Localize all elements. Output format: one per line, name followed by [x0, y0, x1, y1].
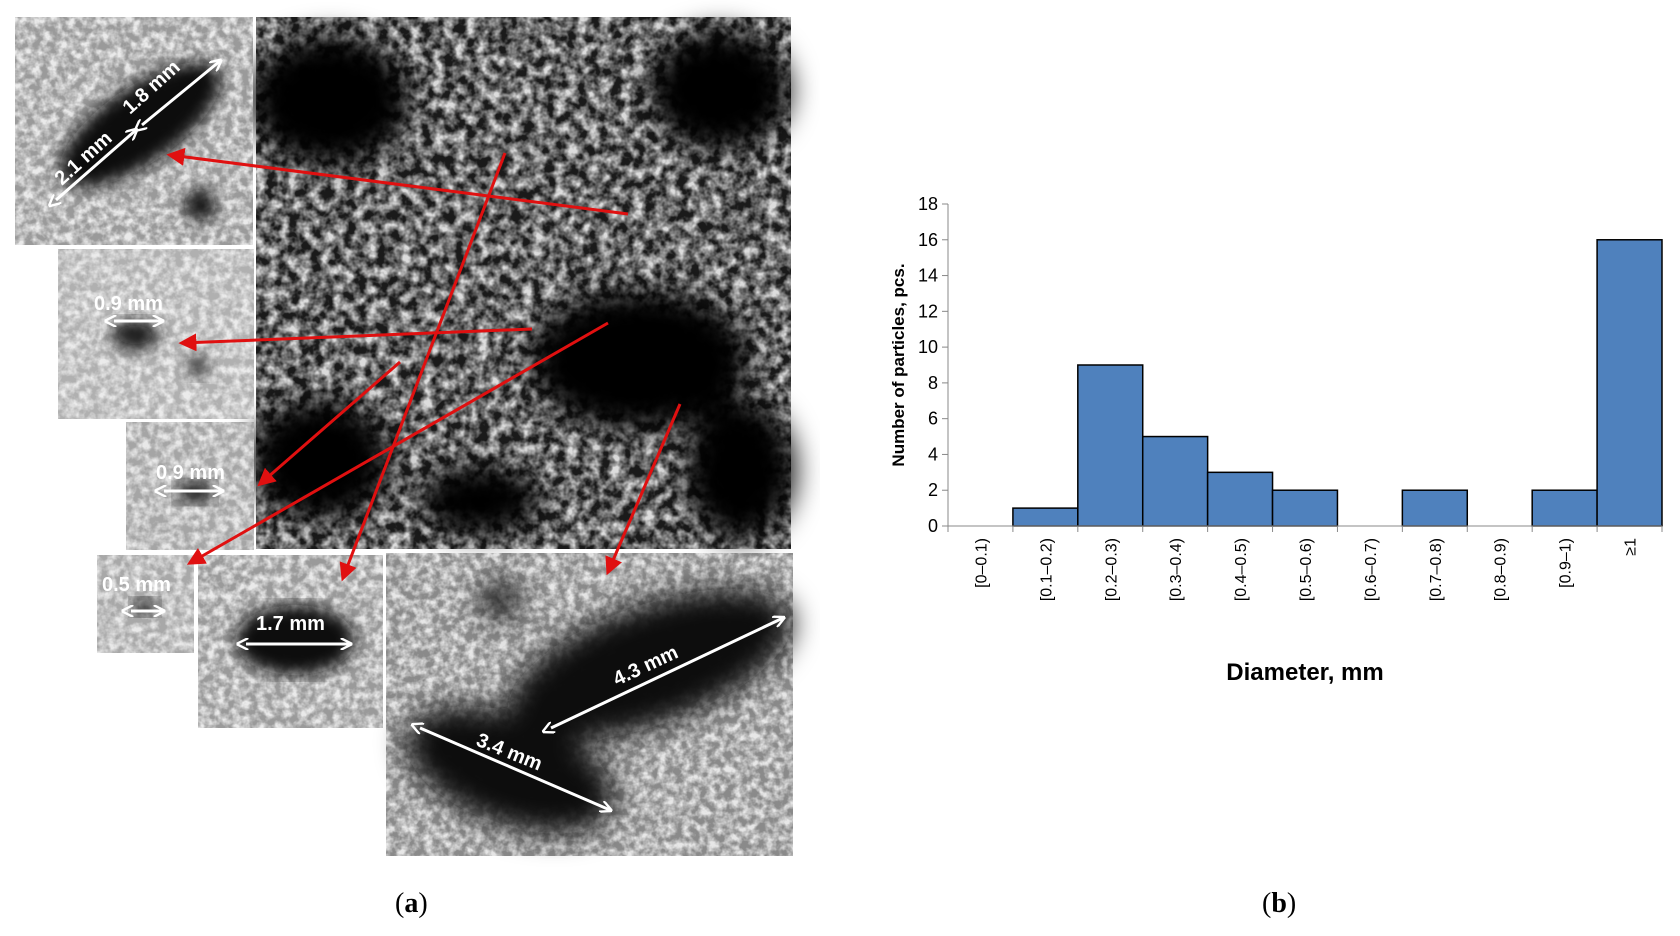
inset-image-5: [198, 555, 383, 728]
histogram-bar: [1596, 239, 1663, 527]
x-tick-label: [0.6–0.7): [1363, 538, 1380, 601]
measurement-label: 1.7 mm: [256, 613, 325, 635]
histogram-bar: [1077, 364, 1144, 527]
y-tick-label: 0: [928, 516, 938, 536]
histogram-bar: [1206, 471, 1274, 527]
main-micrograph: [250, 17, 795, 549]
x-tick-label: [0.5–0.6): [1298, 538, 1315, 601]
histogram-bar: [1401, 489, 1469, 527]
measurement-label: 0.9 mm: [94, 293, 163, 315]
histogram-chart: 0 2 4 6 8 10 12 14 16 18 [0–0.1) [0.1–0.2) [0.2–0.3)…: [889, 194, 1663, 686]
y-tick-label: 14: [918, 266, 938, 286]
y-tick-label: 8: [928, 373, 938, 393]
measurement-label: 0.9 mm: [156, 462, 225, 484]
y-tick-label: 12: [918, 301, 938, 321]
inset-image-4: [97, 555, 194, 653]
y-tick-label: 2: [928, 480, 938, 500]
inset-image-2: [58, 249, 254, 419]
y-tick-label: 16: [918, 230, 938, 250]
histogram-bar: [1141, 435, 1209, 527]
caption-b: (b): [1262, 888, 1297, 919]
x-tick-label: ≥1: [1623, 538, 1640, 556]
x-tick-label: [0.3–0.4): [1168, 538, 1185, 601]
red-arrow: [178, 327, 533, 352]
x-axis-label: Diameter, mm: [1226, 659, 1383, 686]
x-tick-label: [0.1–0.2): [1038, 538, 1055, 601]
histogram-bar: [1012, 507, 1079, 527]
red-arrow: [257, 360, 401, 487]
x-tick-label: [0.2–0.3): [1103, 538, 1120, 601]
caption-a: (a): [395, 888, 428, 919]
histogram-bar: [1531, 489, 1598, 527]
measurement-label: 0.5 mm: [102, 574, 171, 596]
y-tick-label: 10: [918, 337, 938, 357]
red-arrow: [186, 321, 609, 565]
x-tick-label: [0.8–0.9): [1493, 538, 1510, 601]
x-tick-label: [0.7–0.8): [1428, 538, 1445, 601]
y-tick-label: 4: [928, 444, 938, 464]
micrograph-panel: 2.1 mm 1.8 mm 0.9 mm 0.9 mm 0.5 mm 1.7 m…: [15, 17, 795, 856]
y-tick-label: 6: [928, 409, 938, 429]
red-arrow: [166, 147, 629, 216]
y-tick-label: 18: [918, 194, 938, 214]
red-arrow: [339, 152, 507, 582]
x-tick-label: [0.4–0.5): [1233, 538, 1250, 601]
measurement-arrows: [56, 61, 783, 810]
x-tick-label: [0.9–1): [1558, 538, 1575, 588]
y-axis-label: Number of particles, pcs.: [889, 263, 908, 466]
red-arrow: [605, 403, 682, 576]
pointer-arrows: [166, 147, 682, 582]
x-tick-label: [0–0.1): [973, 538, 990, 588]
inset-image-3: [126, 422, 254, 550]
histogram-bar: [1271, 489, 1339, 527]
